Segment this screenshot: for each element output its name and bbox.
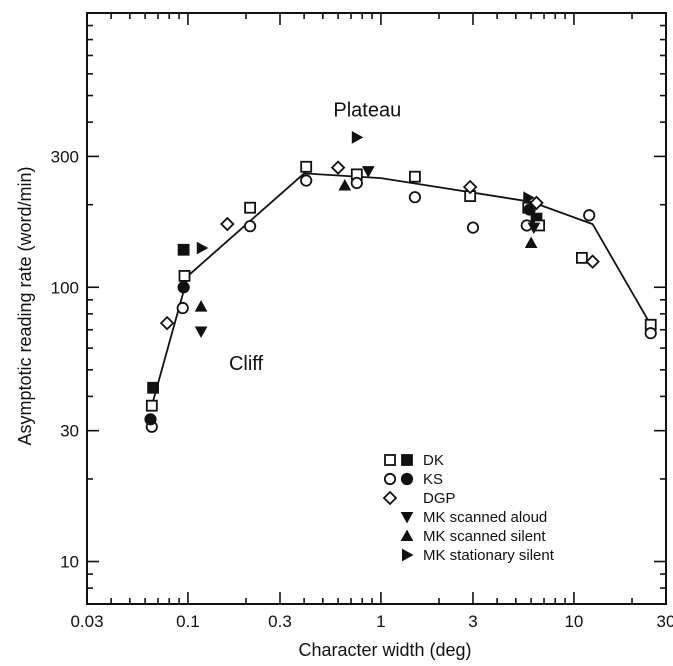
point-ks — [300, 174, 313, 187]
legend-marker-mk-scanned-silent — [400, 529, 414, 541]
point-mk-stationary-silent — [523, 191, 535, 205]
plot-frame — [86, 12, 667, 605]
fit-line — [150, 172, 652, 406]
point-ks — [523, 203, 536, 216]
fit-line-group — [150, 172, 652, 406]
legend: DK KS DGP MK scanned aloud MK scanned silent… — [382, 452, 555, 564]
point-dk — [178, 270, 191, 282]
data-markers — [144, 131, 657, 433]
point-mk-scanned-aloud — [194, 326, 208, 338]
plot-border — [86, 12, 667, 605]
point-dk — [147, 381, 159, 394]
point-dk — [177, 243, 190, 256]
y-tick-label: 30 — [60, 422, 79, 441]
point-dgp — [159, 315, 175, 331]
legend-label-dgp: DGP — [423, 490, 456, 507]
point-ks — [176, 301, 189, 315]
point-ks — [583, 209, 596, 222]
legend-label-dk: DK — [423, 452, 444, 469]
x-tick-label: 1 — [376, 612, 385, 631]
point-ks — [466, 221, 480, 234]
point-dgp — [330, 160, 346, 175]
legend-marker-mk-scanned-aloud — [400, 512, 414, 524]
point-ks — [350, 176, 363, 190]
x-tick-label: 10 — [564, 612, 583, 631]
point-mk-scanned-aloud — [361, 166, 375, 178]
point-mk-scanned-silent — [524, 236, 538, 249]
point-mk-scanned-aloud — [527, 222, 541, 235]
legend-label-mk-stationary-silent: MK stationary silent — [423, 547, 555, 564]
legend-label-mk-scanned-silent: MK scanned silent — [423, 528, 546, 545]
point-dgp — [220, 216, 235, 232]
point-mk-stationary-silent — [196, 241, 209, 255]
point-dgp — [585, 254, 600, 269]
x-tick-label: 3 — [468, 612, 477, 631]
annotations: Plateau Cliff — [229, 99, 401, 374]
point-ks — [144, 413, 157, 426]
point-mk-scanned-silent — [194, 300, 208, 312]
point-dk — [300, 160, 313, 173]
point-dgp — [462, 179, 478, 195]
y-axis-label: Asymptotic reading rate (word/min) — [15, 166, 35, 445]
x-tick-label: 0.1 — [176, 612, 200, 631]
legend-marker-dgp — [382, 490, 398, 506]
x-tick-label: 0.03 — [70, 612, 103, 631]
legend-marker-filled-ks — [400, 472, 414, 486]
point-mk-scanned-silent — [338, 178, 352, 191]
x-axis-label: Character width (deg) — [298, 640, 471, 660]
legend-marker-open-dk — [384, 454, 396, 466]
y-tick-label: 10 — [60, 553, 79, 572]
legend-marker-open-ks — [383, 472, 397, 486]
point-dk — [244, 201, 257, 214]
point-ks — [244, 220, 257, 233]
legend-label-mk-scanned-aloud: MK scanned aloud — [423, 509, 547, 526]
legend-marker-mk-stationary-silent — [402, 548, 414, 562]
axis-tick-labels: 0.03 0.1 0.3 1 3 10 30 10 30 100 300 — [51, 147, 673, 631]
point-ks — [408, 191, 422, 204]
point-ks — [644, 327, 657, 340]
point-dgp — [529, 195, 544, 211]
x-tick-label: 0.3 — [268, 612, 292, 631]
point-dk — [145, 399, 158, 412]
legend-marker-filled-dk — [401, 454, 413, 466]
axis-ticks — [86, 13, 667, 605]
legend-label-ks: KS — [423, 471, 443, 488]
point-dk — [409, 170, 421, 183]
annotation-plateau: Plateau — [333, 99, 401, 121]
annotation-cliff: Cliff — [229, 353, 264, 375]
y-tick-label: 300 — [51, 147, 79, 166]
x-tick-label: 30 — [657, 612, 673, 631]
point-mk-stationary-silent — [351, 131, 364, 144]
point-dk — [576, 251, 588, 264]
point-ks — [177, 281, 190, 294]
y-tick-label: 100 — [51, 278, 79, 297]
